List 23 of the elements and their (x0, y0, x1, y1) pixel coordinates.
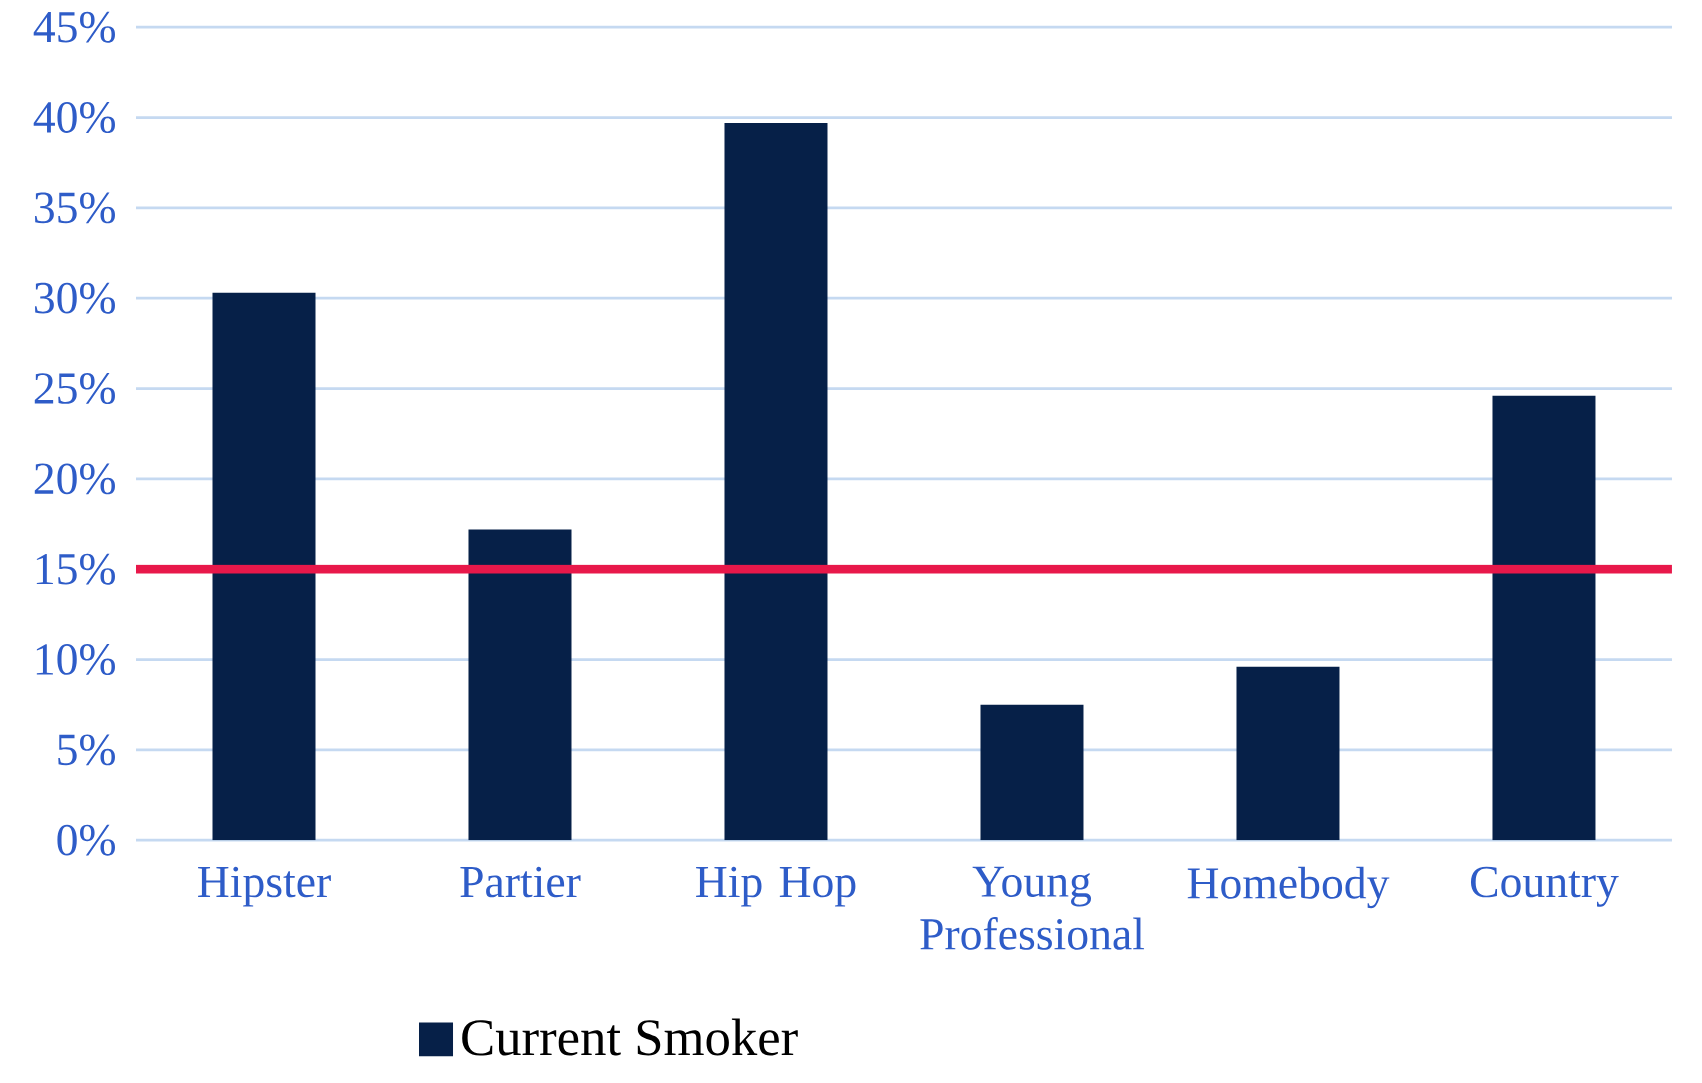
x-tick-label: Hipster (198, 866, 331, 907)
bar (980, 704, 1084, 841)
y-tick-label: 25% (34, 372, 115, 404)
x-tick-label: Homebody (1187, 866, 1390, 909)
bar (212, 292, 316, 841)
bar (468, 529, 572, 841)
bar (1492, 395, 1596, 841)
x-tick-label: Partier (460, 866, 581, 898)
y-tick-label: 5% (58, 734, 115, 766)
x-tick-label: Country (1470, 866, 1619, 907)
y-tick-label: 35% (35, 192, 115, 224)
y-tick-label: 40% (33, 101, 115, 133)
bar (724, 122, 828, 841)
x-tick-label: Young Professional (920, 866, 1145, 950)
y-tick-label: 15% (36, 553, 115, 585)
y-tick-label: 30% (35, 282, 115, 314)
y-tick-label: 45% (33, 11, 115, 43)
bar (1236, 666, 1340, 841)
y-tick-label: 10% (36, 643, 115, 675)
y-tick-label: 20% (34, 463, 115, 495)
y-tick-label: 0% (57, 824, 115, 856)
legend-label: Current Smoker (462, 1018, 798, 1056)
x-tick-label: Hip Hop (696, 866, 856, 907)
